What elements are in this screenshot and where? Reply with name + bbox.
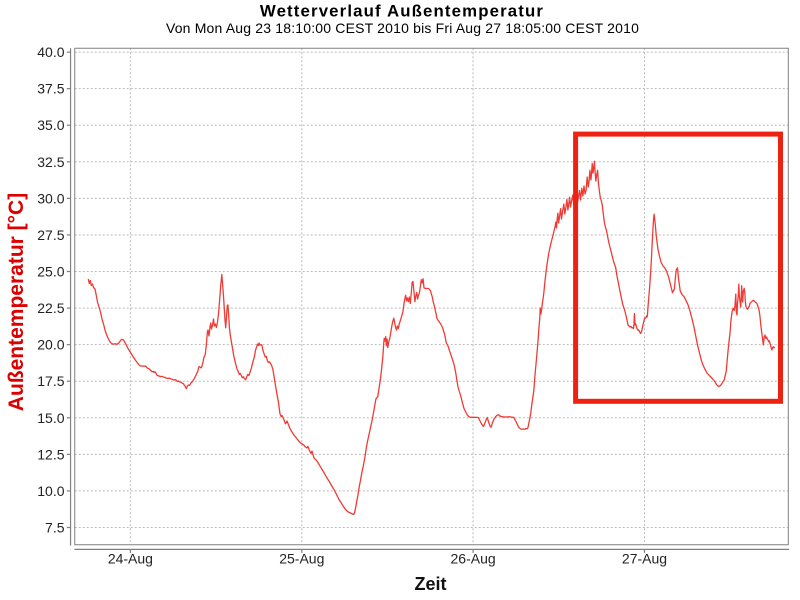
svg-text:25-Aug: 25-Aug	[279, 551, 324, 567]
svg-text:Außentemperatur [°C]: Außentemperatur [°C]	[5, 193, 28, 411]
svg-text:Zeit: Zeit	[414, 574, 446, 594]
svg-text:37.5: 37.5	[37, 81, 64, 97]
svg-text:26-Aug: 26-Aug	[451, 551, 496, 567]
svg-text:Von Mon Aug 23 18:10:00 CEST 2: Von Mon Aug 23 18:10:00 CEST 2010 bis Fr…	[166, 20, 639, 36]
svg-text:35.0: 35.0	[37, 117, 64, 133]
svg-text:Wetterverlauf Außentemperatur: Wetterverlauf Außentemperatur	[260, 1, 544, 20]
svg-text:10.0: 10.0	[37, 483, 64, 499]
svg-text:17.5: 17.5	[37, 373, 64, 389]
svg-text:24-Aug: 24-Aug	[108, 551, 153, 567]
svg-text:15.0: 15.0	[37, 410, 64, 426]
svg-text:27.5: 27.5	[37, 227, 64, 243]
svg-text:25.0: 25.0	[37, 264, 64, 280]
svg-text:27-Aug: 27-Aug	[622, 551, 667, 567]
svg-text:40.0: 40.0	[37, 44, 64, 60]
svg-text:22.5: 22.5	[37, 300, 64, 316]
svg-text:7.5: 7.5	[45, 520, 65, 536]
svg-text:30.0: 30.0	[37, 190, 64, 206]
svg-text:20.0: 20.0	[37, 337, 64, 353]
svg-text:12.5: 12.5	[37, 446, 64, 462]
svg-text:32.5: 32.5	[37, 154, 64, 170]
